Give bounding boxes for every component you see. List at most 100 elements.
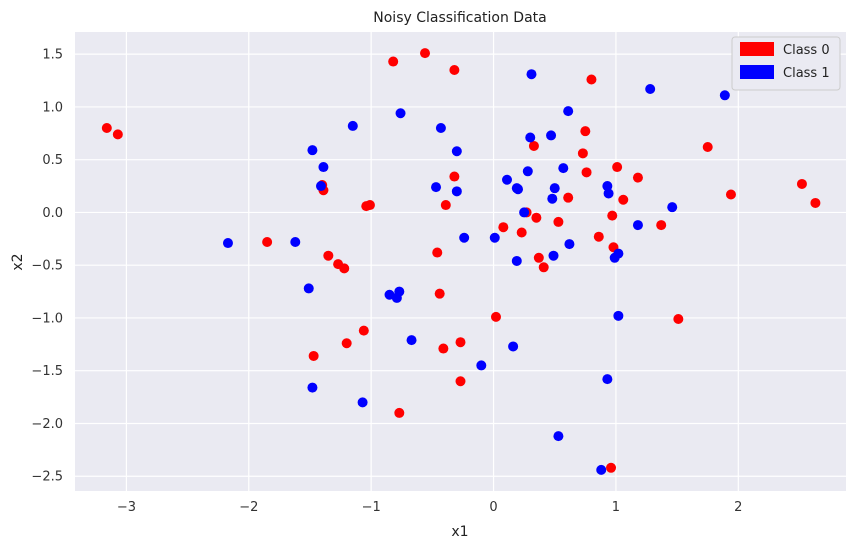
point-class-0	[388, 56, 399, 67]
point-class-0	[577, 148, 588, 159]
point-class-0	[420, 48, 431, 59]
y-tick-label: 0.0	[42, 206, 63, 221]
plot-background	[75, 32, 846, 491]
point-class-1	[508, 341, 519, 352]
point-class-0	[586, 74, 597, 85]
y-tick-label: 1.0	[42, 100, 63, 115]
point-class-1	[357, 397, 368, 408]
point-class-0	[581, 167, 592, 178]
point-class-1	[307, 145, 318, 156]
point-class-1	[602, 181, 613, 192]
point-class-0	[593, 231, 604, 242]
chart-title: Noisy Classification Data	[373, 10, 546, 26]
point-class-0	[455, 376, 466, 387]
point-class-1	[613, 248, 624, 259]
point-class-1	[459, 232, 470, 243]
point-class-0	[606, 462, 617, 473]
point-class-1	[307, 382, 318, 393]
point-class-1	[719, 90, 730, 101]
point-class-0	[553, 216, 564, 227]
point-class-1	[451, 186, 462, 197]
x-tick-labels: −3 −2 −1 0 1 2	[117, 500, 743, 515]
point-class-0	[498, 222, 509, 233]
point-class-0	[112, 129, 123, 140]
point-class-1	[546, 130, 557, 141]
point-class-0	[632, 172, 643, 183]
point-class-0	[533, 252, 544, 263]
point-class-0	[528, 140, 539, 151]
y-tick-labels: −2.5 −2.0 −1.5 −1.0 −0.5 0.0 0.5 1.0 1.5	[31, 48, 63, 485]
point-class-0	[673, 314, 684, 325]
point-class-1	[667, 202, 678, 213]
y-axis-label: x2	[10, 253, 26, 270]
point-class-0	[725, 189, 736, 200]
point-class-0	[432, 247, 443, 258]
legend-swatch-class-0	[740, 42, 774, 56]
point-class-0	[490, 311, 501, 322]
point-class-0	[358, 325, 369, 336]
point-class-1	[476, 360, 487, 371]
point-class-1	[315, 181, 326, 192]
point-class-1	[525, 132, 536, 143]
point-class-0	[538, 262, 549, 273]
point-class-0	[449, 171, 460, 182]
y-tick-label: −2.0	[31, 417, 63, 432]
point-class-1	[563, 106, 574, 117]
point-class-1	[435, 123, 446, 134]
y-tick-label: −2.5	[31, 470, 63, 485]
y-tick-label: −1.0	[31, 311, 63, 326]
point-class-1	[406, 335, 417, 346]
point-class-1	[602, 374, 613, 385]
point-class-0	[607, 210, 618, 221]
point-class-1	[347, 120, 358, 131]
point-class-1	[502, 174, 513, 185]
x-tick-label: 2	[734, 500, 742, 515]
point-class-1	[553, 431, 564, 442]
point-class-1	[489, 232, 500, 243]
point-class-0	[394, 407, 405, 418]
x-tick-label: 1	[612, 500, 620, 515]
point-class-0	[656, 220, 667, 231]
legend-label-class-0: Class 0	[783, 43, 830, 58]
point-class-0	[308, 350, 319, 361]
point-class-1	[613, 310, 624, 321]
point-class-1	[222, 238, 233, 249]
point-class-1	[632, 220, 643, 231]
point-class-0	[612, 162, 623, 173]
point-class-1	[395, 108, 406, 119]
legend-label-class-1: Class 1	[783, 66, 830, 81]
point-class-0	[440, 200, 451, 211]
point-class-0	[339, 263, 350, 274]
point-class-0	[580, 126, 591, 137]
point-class-1	[511, 255, 522, 266]
point-class-0	[262, 236, 273, 247]
point-class-0	[449, 64, 460, 75]
point-class-1	[548, 250, 559, 261]
point-class-1	[596, 464, 607, 475]
y-tick-label: −0.5	[31, 259, 63, 274]
point-class-1	[549, 183, 560, 194]
point-class-1	[318, 162, 329, 173]
point-class-0	[364, 200, 375, 211]
point-class-0	[702, 142, 713, 153]
point-class-0	[796, 178, 807, 189]
point-class-1	[519, 207, 530, 218]
y-tick-label: 0.5	[42, 153, 63, 168]
point-class-1	[547, 193, 558, 204]
x-tick-label: −1	[362, 500, 381, 515]
point-class-1	[303, 283, 314, 294]
point-class-1	[394, 286, 405, 297]
point-class-0	[434, 288, 445, 299]
x-axis-label: x1	[451, 524, 468, 540]
point-class-0	[101, 123, 112, 134]
point-class-0	[810, 197, 821, 208]
x-tick-label: −3	[117, 500, 136, 515]
point-class-0	[341, 338, 352, 349]
point-class-0	[516, 227, 527, 238]
x-tick-label: 0	[489, 500, 497, 515]
point-class-1	[451, 146, 462, 157]
grid	[75, 32, 846, 491]
y-tick-label: −1.5	[31, 364, 63, 379]
point-class-1	[564, 239, 575, 250]
point-class-1	[513, 184, 524, 195]
